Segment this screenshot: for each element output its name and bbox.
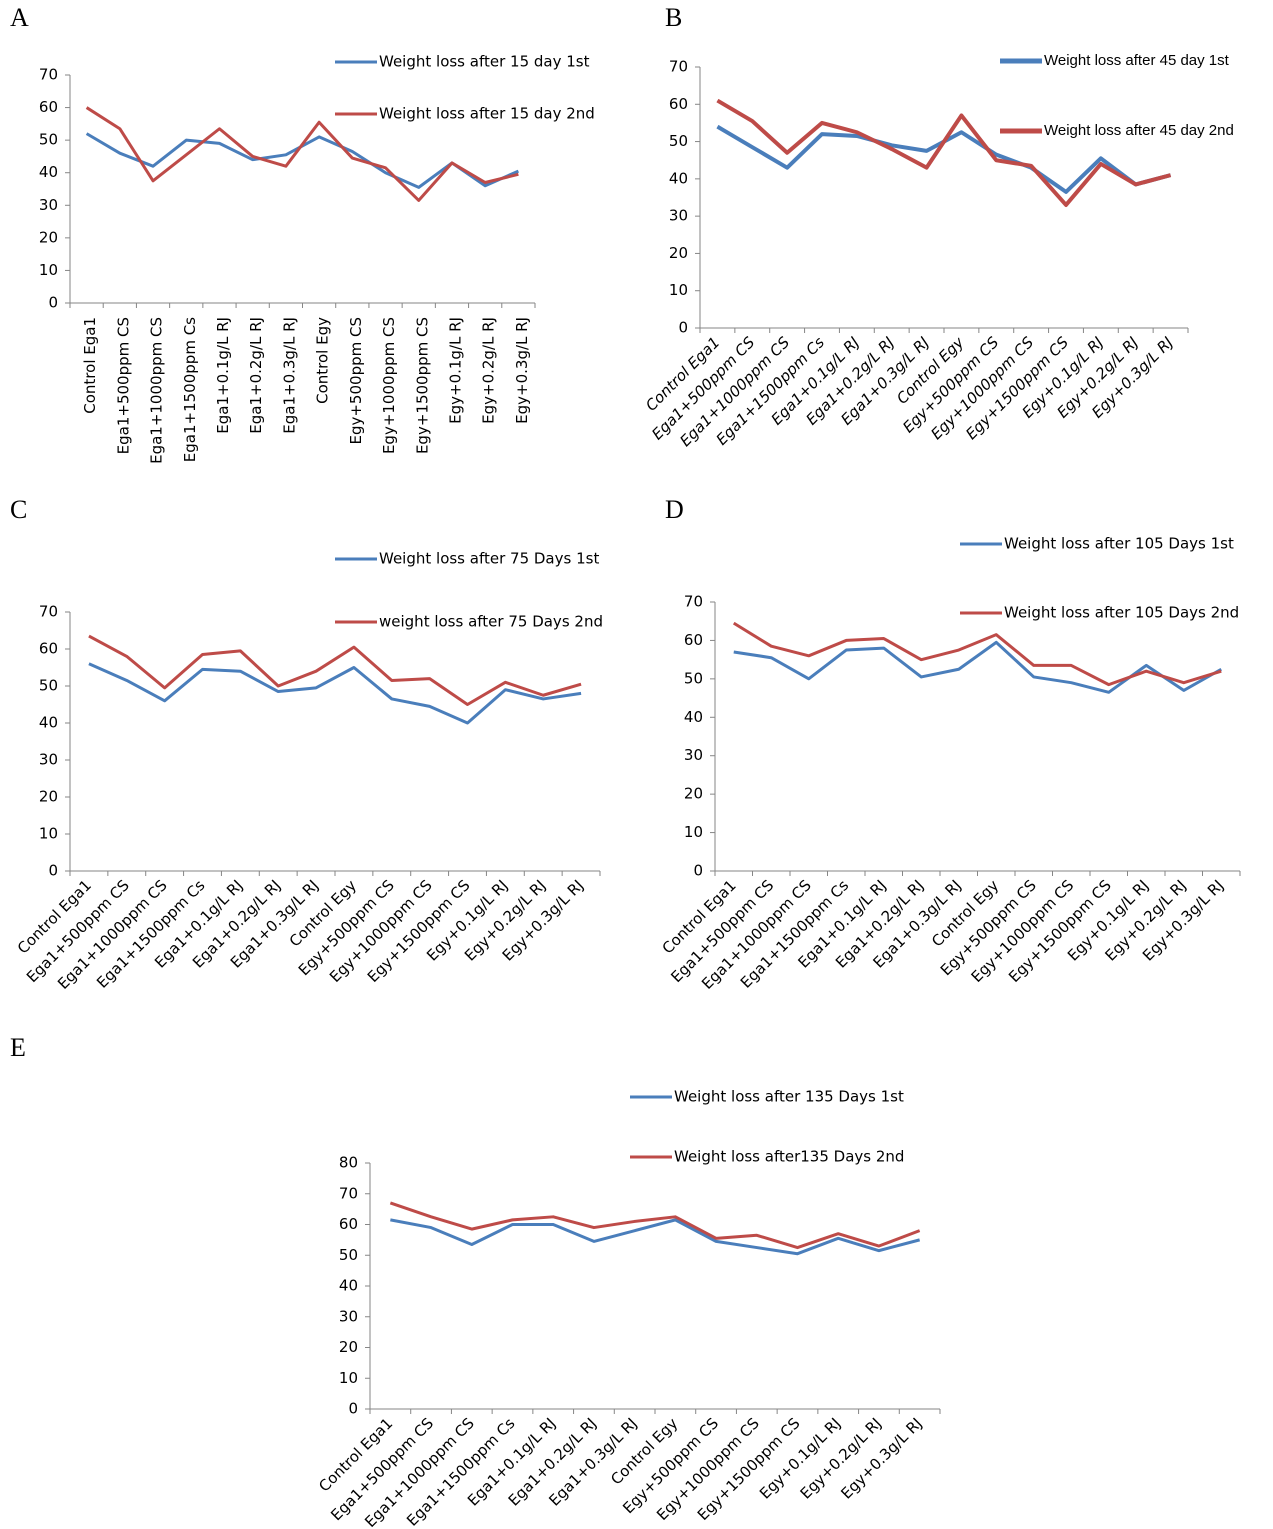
legend-label: Weight loss after 135 Days 1st [674, 1088, 904, 1106]
legend-label: Weight loss after 45 day 1st [1044, 52, 1230, 69]
y-tick-label: 20 [39, 228, 58, 246]
y-tick-label: 50 [684, 669, 703, 687]
x-tick-label: Egy+500ppm CS [347, 317, 365, 445]
x-tick-label: Ega1+0.3g/L RJ [280, 317, 298, 434]
x-tick-label: Control Ega1 [81, 317, 99, 414]
y-tick-label: 70 [39, 603, 58, 621]
x-tick-label: Ega1+500ppm CS [114, 317, 132, 454]
series-line [85, 106, 519, 202]
series-line [716, 98, 1172, 207]
y-tick-label: 20 [669, 244, 688, 262]
x-tick-label: Ega1+0.1g/L RJ [214, 317, 232, 434]
x-tick-label: Ega1+0.2g/L RJ [247, 317, 265, 434]
y-tick-label: 60 [39, 640, 58, 658]
y-tick-label: 40 [339, 1277, 358, 1295]
y-tick-label: 70 [39, 66, 58, 84]
y-tick-label: 0 [348, 1400, 358, 1418]
chart-panel: A 0 10 20 30 40 50 60 70 Control Ega1 Ega1+500ppm … [10, 3, 595, 464]
y-tick-label: 50 [669, 132, 688, 150]
y-tick-label: 70 [669, 58, 688, 76]
panel-label: D [665, 495, 684, 524]
y-tick-label: 10 [684, 823, 703, 841]
y-tick-label: 30 [669, 207, 688, 225]
series-line [390, 1218, 921, 1256]
x-tick-label: Control Egy [314, 317, 332, 404]
y-tick-label: 30 [39, 751, 58, 769]
panel-label: B [665, 3, 682, 32]
y-tick-label: 10 [669, 281, 688, 299]
y-tick-label: 10 [39, 825, 58, 843]
series-line [88, 634, 582, 706]
y-tick-label: 20 [339, 1338, 358, 1356]
y-tick-label: 10 [339, 1369, 358, 1387]
panel-label: C [10, 495, 27, 524]
y-tick-label: 50 [39, 677, 58, 695]
y-tick-label: 20 [39, 788, 58, 806]
y-tick-label: 60 [669, 95, 688, 113]
series-line [389, 1201, 921, 1250]
y-tick-label: 80 [339, 1154, 358, 1172]
y-tick-label: 30 [339, 1307, 358, 1325]
legend-label: Weight loss after 105 Days 1st [1004, 535, 1234, 553]
x-tick-label: Ega1+1500ppm Cs [181, 317, 199, 462]
legend-label: Weight loss after 75 Days 1st [379, 550, 599, 568]
panel-label: A [10, 3, 29, 32]
y-tick-label: 50 [339, 1246, 358, 1264]
y-tick-label: 40 [669, 169, 688, 187]
y-tick-label: 0 [48, 294, 58, 312]
y-tick-label: 60 [339, 1215, 358, 1233]
y-tick-label: 70 [339, 1184, 358, 1202]
y-tick-label: 70 [684, 593, 703, 611]
y-tick-label: 50 [39, 131, 58, 149]
series-line [88, 662, 582, 725]
y-tick-label: 60 [684, 631, 703, 649]
x-tick-label: Egy+1500ppm CS [413, 317, 431, 454]
x-tick-label: Egy+1000ppm CS [380, 317, 398, 454]
x-tick-label: Egy+0.3g/L RJ [513, 317, 531, 424]
y-tick-label: 0 [693, 862, 703, 880]
y-tick-label: 0 [678, 319, 688, 337]
y-tick-label: 60 [39, 98, 58, 116]
series-line [732, 621, 1222, 687]
x-tick-label: Egy+0.2g/L RJ [480, 317, 498, 424]
y-tick-label: 30 [684, 746, 703, 764]
y-tick-label: 40 [39, 714, 58, 732]
panel-label: E [10, 1033, 26, 1062]
y-tick-label: 30 [39, 196, 58, 214]
legend-label: Weight loss after 105 Days 2nd [1004, 604, 1239, 622]
legend-label: Weight loss after135 Days 2nd [674, 1148, 904, 1166]
legend-label: Weight loss after 45 day 2nd [1044, 122, 1234, 139]
legend-label: Weight loss after 15 day 2nd [379, 105, 595, 123]
series-line [733, 640, 1222, 694]
y-tick-label: 40 [684, 708, 703, 726]
y-tick-label: 20 [684, 785, 703, 803]
x-tick-label: Ega1+1000ppm CS [148, 317, 166, 464]
x-tick-label: Egy+0.1g/L RJ [446, 317, 464, 424]
y-tick-label: 0 [48, 862, 58, 880]
legend-label: weight loss after 75 Days 2nd [379, 613, 603, 631]
y-tick-label: 40 [39, 163, 58, 181]
legend-label: Weight loss after 15 day 1st [379, 53, 590, 71]
y-tick-label: 10 [39, 261, 58, 279]
